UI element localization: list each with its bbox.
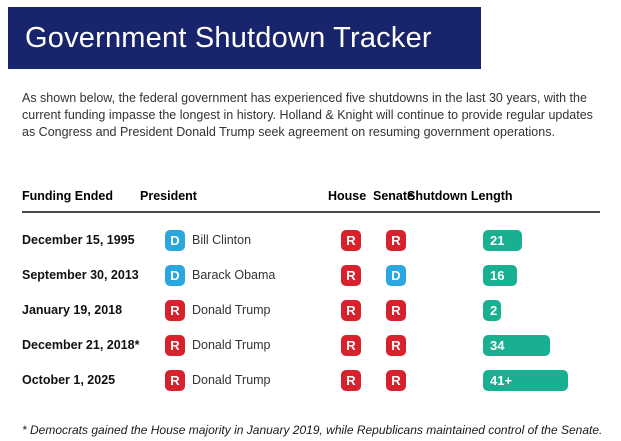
president-name: Barack Obama bbox=[192, 268, 276, 282]
footnote: * Democrats gained the House majority in… bbox=[22, 423, 603, 437]
president-name: Donald Trump bbox=[192, 338, 271, 352]
column-header-president: President bbox=[140, 189, 197, 203]
column-header-senate: Senate bbox=[373, 189, 414, 203]
president-party-badge: R bbox=[165, 370, 185, 391]
house-party-badge: R bbox=[341, 300, 361, 321]
shutdown-length-bar: 41+ bbox=[483, 370, 568, 391]
funding-ended-date: September 30, 2013 bbox=[22, 268, 139, 282]
table-row: December 15, 1995 D Bill Clinton R R 21 bbox=[0, 230, 621, 251]
table-row: September 30, 2013 D Barack Obama R D 16 bbox=[0, 265, 621, 286]
house-party-badge: R bbox=[341, 265, 361, 286]
president-party-badge: R bbox=[165, 335, 185, 356]
president-name: Donald Trump bbox=[192, 303, 271, 317]
senate-party-badge: R bbox=[386, 230, 406, 251]
president-party-badge: R bbox=[165, 300, 185, 321]
senate-party-badge: R bbox=[386, 335, 406, 356]
house-party-badge: R bbox=[341, 230, 361, 251]
president-name: Donald Trump bbox=[192, 373, 271, 387]
house-party-badge: R bbox=[341, 335, 361, 356]
president-name: Bill Clinton bbox=[192, 233, 252, 247]
senate-party-badge: D bbox=[386, 265, 406, 286]
funding-ended-date: December 15, 1995 bbox=[22, 233, 135, 247]
senate-party-badge: R bbox=[386, 300, 406, 321]
president-party-badge: D bbox=[165, 265, 185, 286]
house-party-badge: R bbox=[341, 370, 361, 391]
funding-ended-date: December 21, 2018* bbox=[22, 338, 140, 352]
page-title: Government Shutdown Tracker bbox=[25, 21, 432, 54]
shutdown-length-bar: 21 bbox=[483, 230, 522, 251]
shutdown-length-bar: 34 bbox=[483, 335, 550, 356]
funding-ended-date: October 1, 2025 bbox=[22, 373, 116, 387]
header-divider bbox=[22, 211, 600, 213]
title-banner: Government Shutdown Tracker bbox=[8, 7, 481, 69]
intro-text: As shown below, the federal government h… bbox=[22, 91, 593, 139]
column-header-shutdown-length: Shutdown Length bbox=[407, 189, 513, 203]
column-header-house: House bbox=[328, 189, 367, 203]
table-row: October 1, 2025 R Donald Trump R R 41+ bbox=[0, 370, 621, 391]
shutdown-length-bar: 2 bbox=[483, 300, 501, 321]
president-party-badge: D bbox=[165, 230, 185, 251]
column-header-funding-ended: Funding Ended bbox=[22, 189, 113, 203]
table-row: December 21, 2018* R Donald Trump R R 34 bbox=[0, 335, 621, 356]
table-row: January 19, 2018 R Donald Trump R R 2 bbox=[0, 300, 621, 321]
senate-party-badge: R bbox=[386, 370, 406, 391]
shutdown-length-bar: 16 bbox=[483, 265, 517, 286]
funding-ended-date: January 19, 2018 bbox=[22, 303, 123, 317]
